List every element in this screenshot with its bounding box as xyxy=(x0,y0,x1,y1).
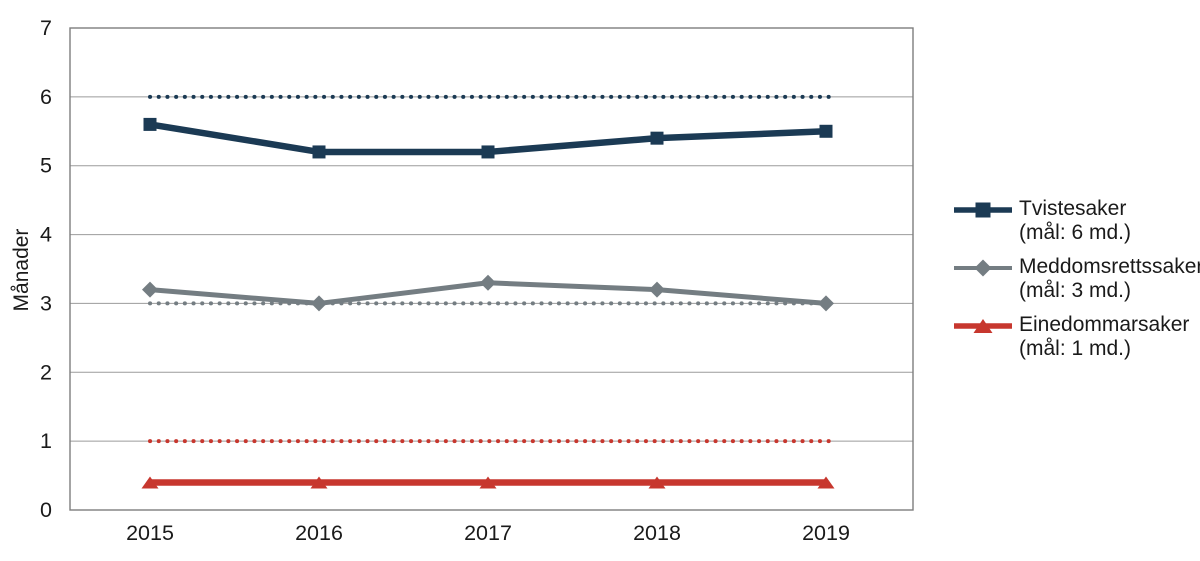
y-tick-label: 4 xyxy=(40,223,52,247)
legend-series-target: (mål: 1 md.) xyxy=(1019,337,1132,360)
legend-label: Einedommarsaker (mål: 1 md.) xyxy=(1019,313,1189,361)
marker-triangle xyxy=(310,476,328,489)
legend-label: Meddomsrettssaker (mål: 3 md.) xyxy=(1019,255,1200,303)
y-tick-label: 2 xyxy=(40,360,52,384)
marker-diamond xyxy=(649,281,665,298)
marker-square xyxy=(312,145,326,159)
legend-square-icon xyxy=(954,202,1012,218)
legend-entry-Tvistesaker: Tvistesaker (mål: 6 md.) xyxy=(952,197,1200,245)
legend-series-target: (mål: 3 md.) xyxy=(1019,279,1132,302)
legend-series-name: Tvistesaker xyxy=(1019,197,1127,220)
marker-triangle xyxy=(479,476,497,489)
marker-square xyxy=(143,117,157,131)
marker-square xyxy=(481,145,495,159)
y-tick-label: 6 xyxy=(40,85,52,109)
x-tick-label: 2017 xyxy=(464,521,512,545)
marker-triangle xyxy=(648,476,666,489)
y-tick-label: 3 xyxy=(40,291,52,315)
legend-series-target: (mål: 6 md.) xyxy=(1019,221,1132,244)
marker-triangle xyxy=(141,476,159,489)
legend-series-name: Meddomsrettssaker xyxy=(1019,255,1200,278)
x-tick-label: 2019 xyxy=(802,521,850,545)
legend-entry-Meddomsrettssaker: Meddomsrettssaker (mål: 3 md.) xyxy=(952,255,1200,303)
marker-square xyxy=(650,131,664,145)
y-tick-label: 1 xyxy=(40,429,52,453)
legend-triangle-icon xyxy=(954,319,1012,333)
marker-triangle xyxy=(817,476,835,489)
plot-frame xyxy=(69,27,914,511)
legend-diamond-icon xyxy=(954,259,1012,277)
x-tick-label: 2016 xyxy=(295,521,343,545)
chart-legend: Tvistesaker (mål: 6 md.) Meddomsrettssaker… xyxy=(952,197,1200,361)
legend-entry-Einedommarsaker: Einedommarsaker (mål: 1 md.) xyxy=(952,313,1200,361)
marker-diamond xyxy=(142,281,158,298)
legend-label: Tvistesaker (mål: 6 md.) xyxy=(1019,197,1131,245)
x-tick-label: 2018 xyxy=(633,521,681,545)
x-tick-label: 2015 xyxy=(126,521,174,545)
marker-diamond xyxy=(818,295,834,312)
y-tick-label: 0 xyxy=(40,498,52,522)
marker-diamond xyxy=(311,295,327,312)
y-tick-label: 7 xyxy=(40,16,52,40)
y-tick-label: 5 xyxy=(40,154,52,178)
legend-series-name: Einedommarsaker xyxy=(1019,313,1190,336)
marker-square xyxy=(819,124,833,138)
marker-diamond xyxy=(480,274,496,291)
